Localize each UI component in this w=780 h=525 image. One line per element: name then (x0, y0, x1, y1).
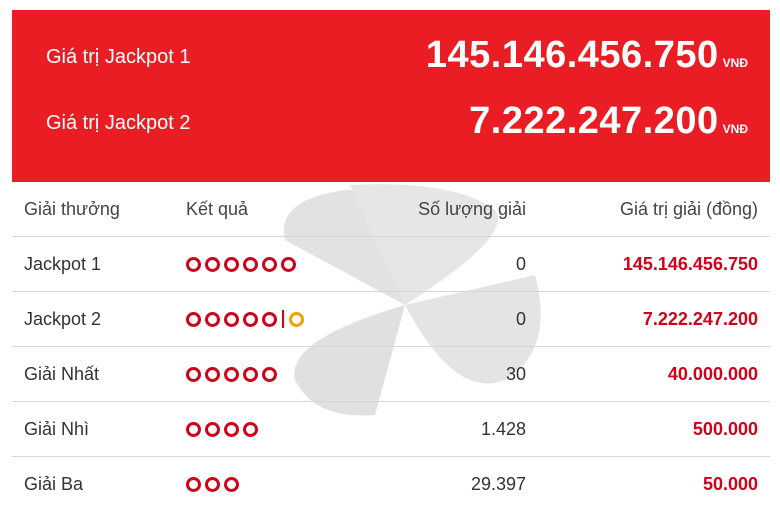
prize-name: Giải Nhì (24, 419, 90, 439)
prize-value: 500.000 (692, 419, 758, 439)
table-row: Giải Nhất 30 40.000.000 (12, 347, 770, 402)
jackpot-2-value: 7.222.247.200 VNĐ (469, 100, 748, 143)
result-balls (186, 402, 262, 456)
prize-count: 0 (515, 254, 526, 274)
prize-value: 50.000 (702, 474, 758, 494)
prize-name: Giải Nhất (24, 364, 100, 384)
bonus-separator (282, 310, 284, 328)
table-row: Giải Nhì 1.428 500.000 (12, 402, 770, 457)
result-ball-icon (224, 366, 239, 382)
prize-count: 29.397 (470, 474, 526, 494)
jackpot-2-row: Giá trị Jackpot 2 7.222.247.200 VNĐ (12, 96, 770, 156)
jackpot-2-unit: VNĐ (722, 122, 748, 136)
jackpot-1-amount: 145.146.456.750 (425, 34, 719, 76)
prize-name: Jackpot 2 (24, 309, 102, 329)
result-ball-icon (262, 311, 277, 327)
result-ball-icon (224, 421, 239, 437)
header-count: Số lượng giải (418, 199, 526, 219)
result-ball-icon (224, 311, 239, 327)
header-prize: Giải thưởng (24, 199, 120, 219)
bonus-ball-icon (289, 311, 304, 327)
prize-name: Giải Ba (24, 474, 84, 494)
header-value: Giá trị giải (đồng) (619, 199, 758, 219)
prize-value: 145.146.456.750 (622, 254, 758, 274)
result-ball-icon (262, 366, 277, 382)
jackpot-1-unit: VNĐ (722, 56, 748, 70)
prize-table: Giải thưởng Kết quả Số lượng giải Giá tr… (12, 182, 770, 511)
jackpot-1-row: Giá trị Jackpot 1 145.146.456.750 VNĐ (12, 30, 770, 90)
result-ball-icon (243, 256, 258, 272)
result-ball-icon (281, 256, 296, 272)
result-balls (186, 457, 243, 511)
result-ball-icon (205, 256, 220, 272)
result-ball-icon (205, 311, 220, 327)
jackpot-2-label: Giá trị Jackpot 2 (46, 112, 191, 134)
result-ball-icon (224, 476, 239, 492)
table-header-row: Giải thưởng Kết quả Số lượng giải Giá tr… (12, 182, 770, 237)
table-row: Jackpot 2 0 7.222.247.200 (12, 292, 770, 347)
result-ball-icon (262, 256, 277, 272)
result-ball-icon (205, 421, 220, 437)
result-balls (186, 292, 308, 346)
result-ball-icon (243, 366, 258, 382)
result-balls (186, 237, 300, 291)
result-ball-icon (186, 366, 201, 382)
table-row: Giải Ba 29.397 50.000 (12, 457, 770, 511)
result-ball-icon (243, 421, 258, 437)
result-balls (186, 347, 281, 401)
prize-count: 0 (515, 309, 526, 329)
header-result: Kết quả (186, 199, 249, 219)
result-ball-icon (243, 311, 258, 327)
result-ball-icon (186, 256, 201, 272)
prize-value: 40.000.000 (667, 364, 758, 384)
prize-name: Jackpot 1 (24, 254, 102, 274)
result-ball-icon (205, 366, 220, 382)
prize-value: 7.222.247.200 (642, 309, 758, 329)
result-ball-icon (224, 256, 239, 272)
jackpot-panel: Giá trị Jackpot 1 145.146.456.750 VNĐ Giá… (12, 10, 770, 182)
result-ball-icon (186, 476, 201, 492)
jackpot-2-amount: 7.222.247.200 (469, 100, 719, 142)
table-row: Jackpot 1 0 145.146.456.750 (12, 237, 770, 292)
result-ball-icon (186, 421, 201, 437)
prize-count: 30 (505, 364, 526, 384)
jackpot-1-label: Giá trị Jackpot 1 (46, 46, 191, 68)
result-ball-icon (205, 476, 220, 492)
prize-count: 1.428 (480, 419, 526, 439)
result-ball-icon (186, 311, 201, 327)
jackpot-1-value: 145.146.456.750 VNĐ (426, 34, 748, 77)
